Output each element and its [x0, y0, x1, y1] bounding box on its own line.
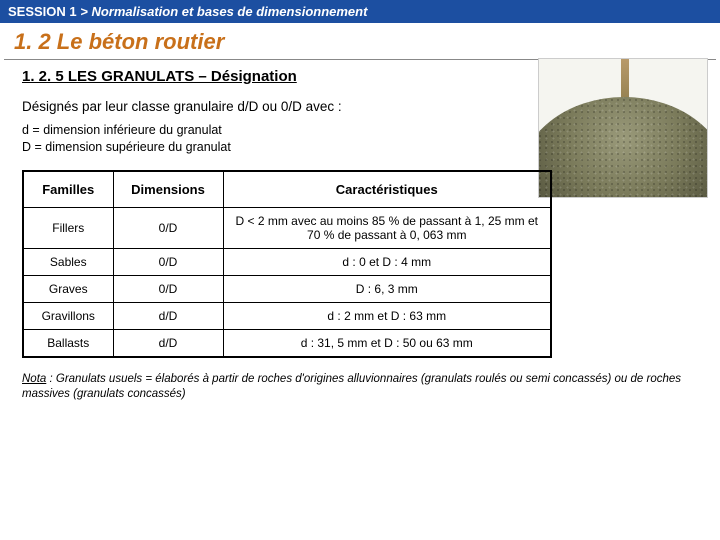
cell-dimension: d/D	[113, 329, 223, 357]
granulats-table: Familles Dimensions Caractéristiques Fil…	[22, 170, 552, 358]
intro-text: Désignés par leur classe granulaire d/D …	[22, 99, 698, 114]
cell-famille: Sables	[23, 248, 113, 275]
cell-famille: Fillers	[23, 207, 113, 248]
nota-section: Nota : Granulats usuels = élaborés à par…	[22, 372, 698, 403]
cell-dimension: 0/D	[113, 207, 223, 248]
header-sep: >	[77, 4, 92, 19]
cell-caracteristique: D < 2 mm avec au moins 85 % de passant à…	[223, 207, 551, 248]
cell-famille: Graves	[23, 275, 113, 302]
cell-dimension: d/D	[113, 302, 223, 329]
cell-caracteristique: d : 2 mm et D : 63 mm	[223, 302, 551, 329]
table-row: Fillers 0/D D < 2 mm avec au moins 85 % …	[23, 207, 551, 248]
session-header: SESSION 1 > Normalisation et bases de di…	[0, 0, 720, 23]
table-row: Sables 0/D d : 0 et D : 4 mm	[23, 248, 551, 275]
table-row: Graves 0/D D : 6, 3 mm	[23, 275, 551, 302]
nota-text: : Granulats usuels = élaborés à partir d…	[22, 373, 681, 401]
table-row: Ballasts d/D d : 31, 5 mm et D : 50 ou 6…	[23, 329, 551, 357]
page-title: 1. 2 Le béton routier	[4, 23, 716, 60]
nota-label: Nota	[22, 373, 46, 385]
session-label: SESSION 1	[8, 4, 77, 19]
th-familles: Familles	[23, 171, 113, 208]
def-d: d = dimension inférieure du granulat	[22, 122, 698, 139]
header-topic: Normalisation et bases de dimensionnemen…	[91, 4, 367, 19]
def-D: D = dimension supérieure du granulat	[22, 139, 698, 156]
table-header-row: Familles Dimensions Caractéristiques	[23, 171, 551, 208]
th-caracteristiques: Caractéristiques	[223, 171, 551, 208]
cell-famille: Gravillons	[23, 302, 113, 329]
cell-dimension: 0/D	[113, 248, 223, 275]
th-dimensions: Dimensions	[113, 171, 223, 208]
cell-famille: Ballasts	[23, 329, 113, 357]
cell-caracteristique: d : 0 et D : 4 mm	[223, 248, 551, 275]
table-row: Gravillons d/D d : 2 mm et D : 63 mm	[23, 302, 551, 329]
cell-dimension: 0/D	[113, 275, 223, 302]
cell-caracteristique: D : 6, 3 mm	[223, 275, 551, 302]
cell-caracteristique: d : 31, 5 mm et D : 50 ou 63 mm	[223, 329, 551, 357]
content-area: 1. 2. 5 LES GRANULATS – Désignation Dési…	[0, 68, 720, 403]
section-subtitle: 1. 2. 5 LES GRANULATS – Désignation	[22, 68, 698, 85]
definitions: d = dimension inférieure du granulat D =…	[22, 122, 698, 156]
